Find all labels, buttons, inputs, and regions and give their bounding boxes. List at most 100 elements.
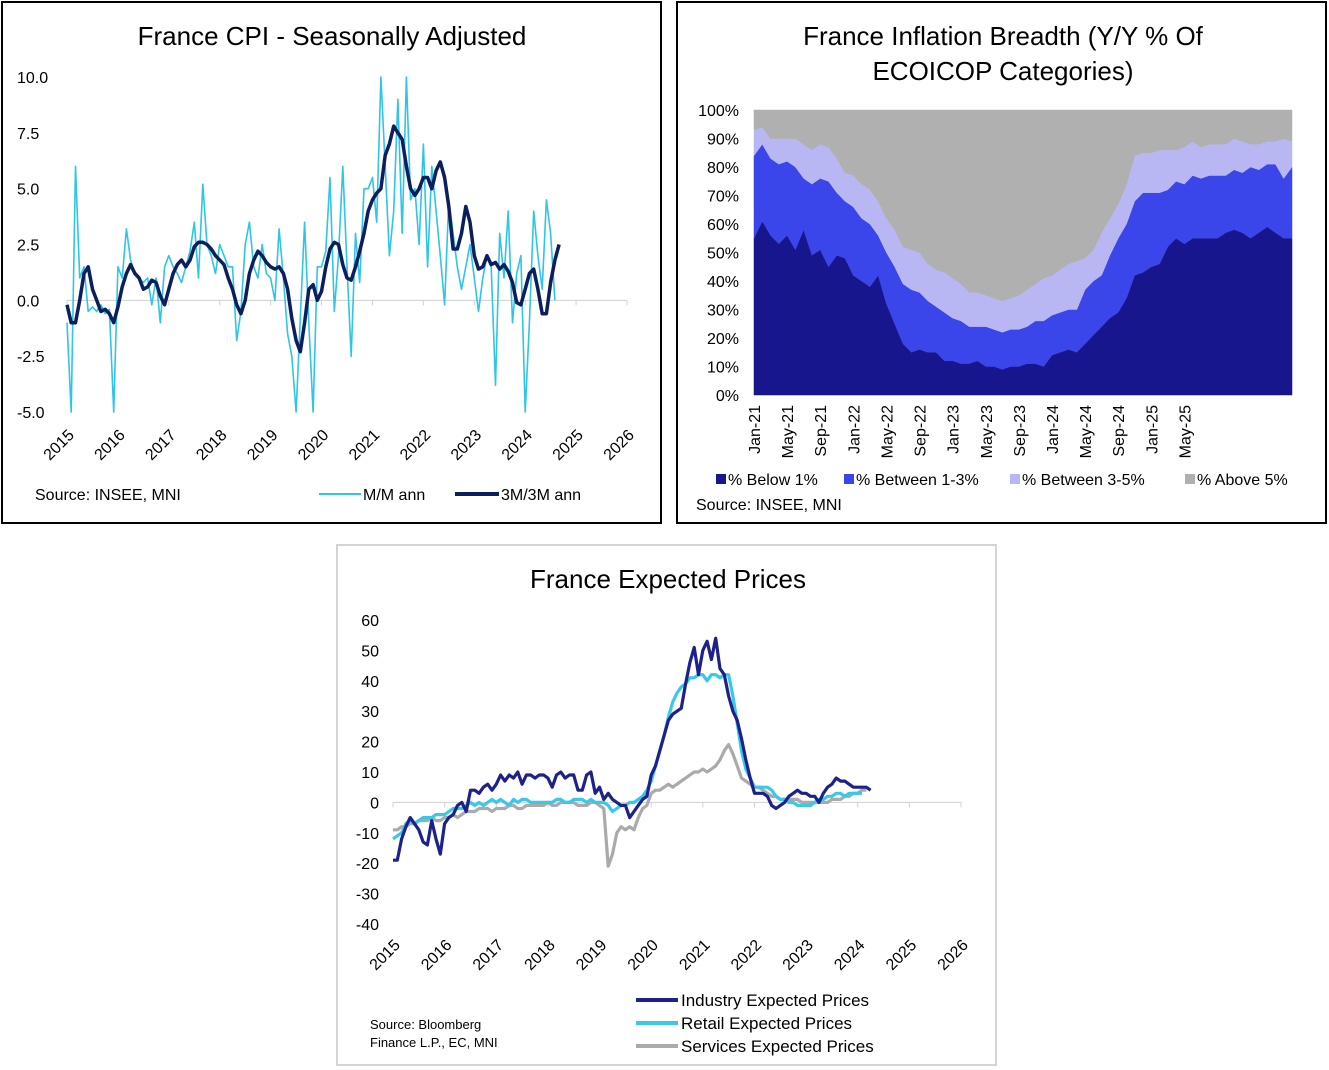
expected-y-tick-label: 10 <box>361 765 379 782</box>
expected-y-tick-label: 60 <box>361 613 379 630</box>
breadth-chart-svg: France Inflation Breadth (Y/Y % Of ECOIC… <box>696 21 1293 514</box>
cpi-x-tick-label: 2024 <box>499 427 536 464</box>
cpi-x-tick-label: 2017 <box>142 427 179 464</box>
cpi-legend: M/M ann 3M/3M ann <box>319 487 581 504</box>
breadth-x-tick-label: Jan-24 <box>1045 405 1062 454</box>
expected-x-tick-label: 2016 <box>418 937 455 974</box>
breadth-y-tick-label: 50% <box>707 246 739 263</box>
legend-below-1-swatch <box>716 474 726 484</box>
expected-x-tick-label: 2019 <box>573 937 610 974</box>
breadth-x-tick-label: Sep-24 <box>1111 405 1128 457</box>
breadth-x-tick-label: Sep-21 <box>813 405 830 457</box>
cpi-x-tick-label: 2026 <box>601 427 638 464</box>
expected-x-tick-label: 2021 <box>676 937 713 974</box>
expected-x-tick-label: 2023 <box>780 937 817 974</box>
breadth-chart-title-line1: France Inflation Breadth (Y/Y % Of <box>803 21 1204 51</box>
breadth-chart-panel: France Inflation Breadth (Y/Y % Of ECOIC… <box>676 1 1327 524</box>
cpi-source-note: Source: INSEE, MNI <box>35 487 181 504</box>
breadth-y-tick-label: 40% <box>707 274 739 291</box>
breadth-y-tick-label: 80% <box>707 160 739 177</box>
breadth-x-tick-label: Sep-22 <box>913 405 930 457</box>
expected-y-tick-label: -10 <box>356 826 379 843</box>
expected-chart-svg: France Expected Prices 60 50 40 30 20 10 0 -10 -… <box>356 564 972 1056</box>
breadth-area-above-5 <box>753 109 1293 302</box>
breadth-chart-title-line2: ECOICOP Categories) <box>872 56 1133 86</box>
expected-legend: Industry Expected Prices Retail Expected … <box>636 991 874 1056</box>
cpi-series-mm-line <box>66 76 556 413</box>
cpi-y-tick-label: -2.5 <box>17 349 45 366</box>
expected-y-tick-label: -40 <box>356 917 379 934</box>
breadth-y-tick-label: 20% <box>707 331 739 348</box>
cpi-x-tick-label: 2025 <box>550 427 587 464</box>
expected-chart-panel: France Expected Prices 60 50 40 30 20 10 0 -10 -… <box>336 544 997 1066</box>
cpi-x-tick-label: 2016 <box>92 427 129 464</box>
legend-above-5-label: % Above 5% <box>1197 472 1288 489</box>
legend-above-5-swatch <box>1185 474 1195 484</box>
breadth-x-tick-label: Jan-21 <box>747 405 764 454</box>
expected-y-tick-label: -30 <box>356 887 379 904</box>
cpi-chart-svg: France CPI - Seasonally Adjusted 10.0 7.5… <box>17 21 638 504</box>
expected-y-tick-label: 50 <box>361 643 379 660</box>
breadth-y-tick-label: 100% <box>698 103 739 120</box>
expected-source-line1: Source: Bloomberg <box>370 1017 481 1032</box>
legend-retail-label: Retail Expected Prices <box>681 1014 852 1033</box>
breadth-x-tick-label: May-21 <box>780 405 797 458</box>
legend-industry-label: Industry Expected Prices <box>681 991 869 1010</box>
expected-chart-title: France Expected Prices <box>530 564 806 594</box>
expected-source-line2: Finance L.P., EC, MNI <box>370 1035 498 1050</box>
breadth-source-note: Source: INSEE, MNI <box>696 497 842 514</box>
breadth-x-tick-label: May-23 <box>979 405 996 458</box>
legend-below-1-label: % Below 1% <box>728 472 818 489</box>
legend-between-3-5-swatch <box>1010 474 1020 484</box>
cpi-y-tick-label: -5.0 <box>17 405 45 422</box>
legend-services-label: Services Expected Prices <box>681 1037 874 1056</box>
breadth-legend: % Below 1% % Between 1-3% % Between 3-5% % … <box>716 472 1288 489</box>
expected-x-tick-label: 2020 <box>625 937 662 974</box>
cpi-y-tick-label: 0.0 <box>17 293 39 310</box>
legend-label-mm: M/M ann <box>363 487 425 504</box>
expected-y-tick-label: 40 <box>361 674 379 691</box>
legend-between-1-3-swatch <box>844 474 854 484</box>
cpi-x-tick-label: 2022 <box>397 427 434 464</box>
expected-x-tick-label: 2018 <box>522 937 559 974</box>
expected-y-tick-label: -20 <box>356 856 379 873</box>
breadth-x-tick-label: Jan-25 <box>1144 405 1161 454</box>
breadth-y-tick-label: 90% <box>707 132 739 149</box>
breadth-y-tick-label: 30% <box>707 303 739 320</box>
expected-y-tick-label: 0 <box>370 795 379 812</box>
breadth-x-tick-label: Jan-23 <box>946 405 963 454</box>
cpi-x-tick-label: 2020 <box>295 427 332 464</box>
breadth-x-tick-label: Jan-22 <box>846 405 863 454</box>
cpi-x-tick-label: 2021 <box>346 427 383 464</box>
expected-industry-line <box>393 636 872 862</box>
breadth-x-tick-label: May-25 <box>1177 405 1194 458</box>
expected-y-tick-label: 20 <box>361 735 379 752</box>
cpi-y-tick-label: 10.0 <box>17 70 48 87</box>
cpi-y-tick-label: 2.5 <box>17 238 39 255</box>
legend-label-3m3m: 3M/3M ann <box>501 487 581 504</box>
expected-y-tick-label: 30 <box>361 704 379 721</box>
cpi-x-tick-label: 2023 <box>448 427 485 464</box>
breadth-x-tick-label: May-24 <box>1078 405 1095 458</box>
breadth-y-tick-label: 0% <box>716 388 739 405</box>
breadth-y-tick-label: 70% <box>707 189 739 206</box>
expected-retail-line <box>392 673 862 841</box>
cpi-y-tick-label: 7.5 <box>17 126 39 143</box>
expected-x-tick-label: 2025 <box>883 937 920 974</box>
expected-x-tick-label: 2026 <box>935 937 972 974</box>
legend-between-3-5-label: % Between 3-5% <box>1022 472 1145 489</box>
breadth-y-tick-label: 60% <box>707 217 739 234</box>
expected-x-tick-label: 2022 <box>728 937 765 974</box>
breadth-x-tick-label: May-22 <box>879 405 896 458</box>
cpi-x-tick-label: 2015 <box>41 427 78 464</box>
expected-x-tick-label: 2017 <box>470 937 507 974</box>
cpi-series-3m3m-line <box>65 124 561 354</box>
breadth-x-tick-label: Sep-23 <box>1012 405 1029 457</box>
cpi-chart-panel: France CPI - Seasonally Adjusted 10.0 7.5… <box>1 1 662 524</box>
expected-x-tick-label: 2015 <box>367 937 404 974</box>
cpi-y-tick-label: 5.0 <box>17 182 39 199</box>
cpi-x-tick-label: 2019 <box>244 427 281 464</box>
cpi-x-tick-label: 2018 <box>193 427 230 464</box>
cpi-chart-title: France CPI - Seasonally Adjusted <box>138 21 527 51</box>
legend-between-1-3-label: % Between 1-3% <box>856 472 979 489</box>
